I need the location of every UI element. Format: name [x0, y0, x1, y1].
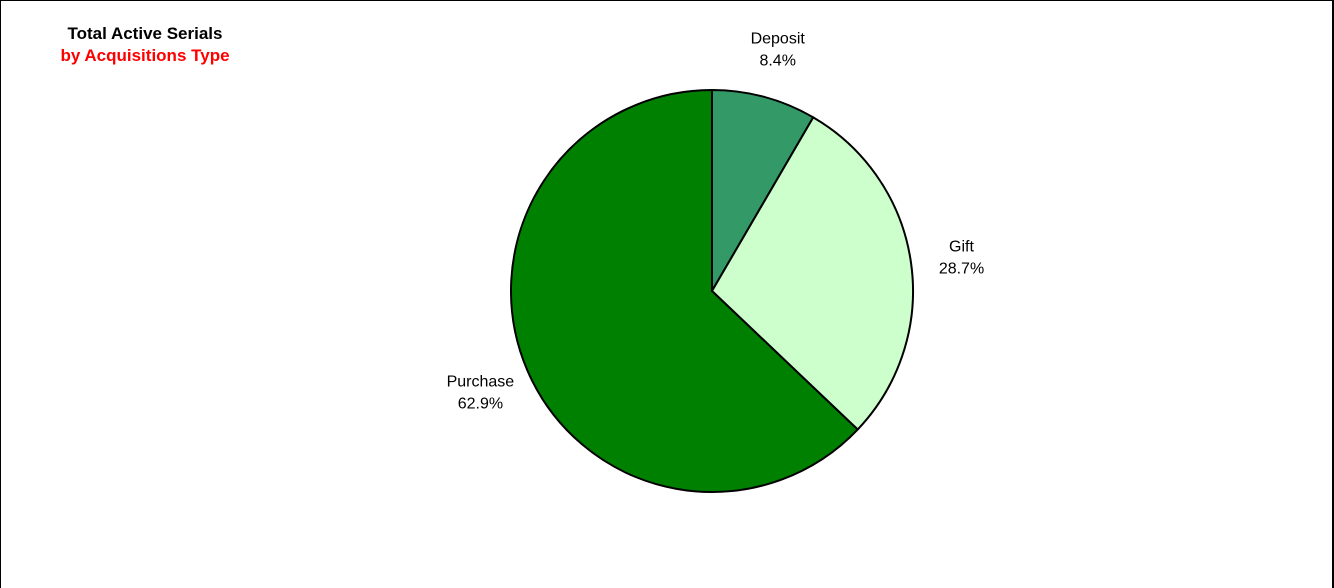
chart-subtitle: by Acquisitions Type	[60, 46, 230, 65]
pie-slice-deposit	[711, 89, 815, 292]
slice-value-label: 8.4%	[759, 53, 795, 70]
chart-titles: Total Active Serials by Acquisitions Typ…	[10, 23, 280, 67]
chart-title: Total Active Serials	[67, 24, 223, 43]
slice-label-deposit: Deposit 8.4%	[751, 31, 806, 70]
slice-label-gift: Gift 28.7%	[939, 239, 984, 278]
slice-label-purchase: Purchase 62.9%	[447, 373, 515, 412]
pie-slice-purchase	[510, 89, 859, 493]
slice-category-label: Purchase	[447, 373, 515, 390]
slice-category-label: Gift	[949, 239, 974, 256]
pie-slice-gift	[711, 116, 915, 431]
slice-category-label: Deposit	[751, 31, 806, 48]
slice-value-label: 28.7%	[939, 261, 984, 278]
slice-value-label: 62.9%	[458, 395, 503, 412]
